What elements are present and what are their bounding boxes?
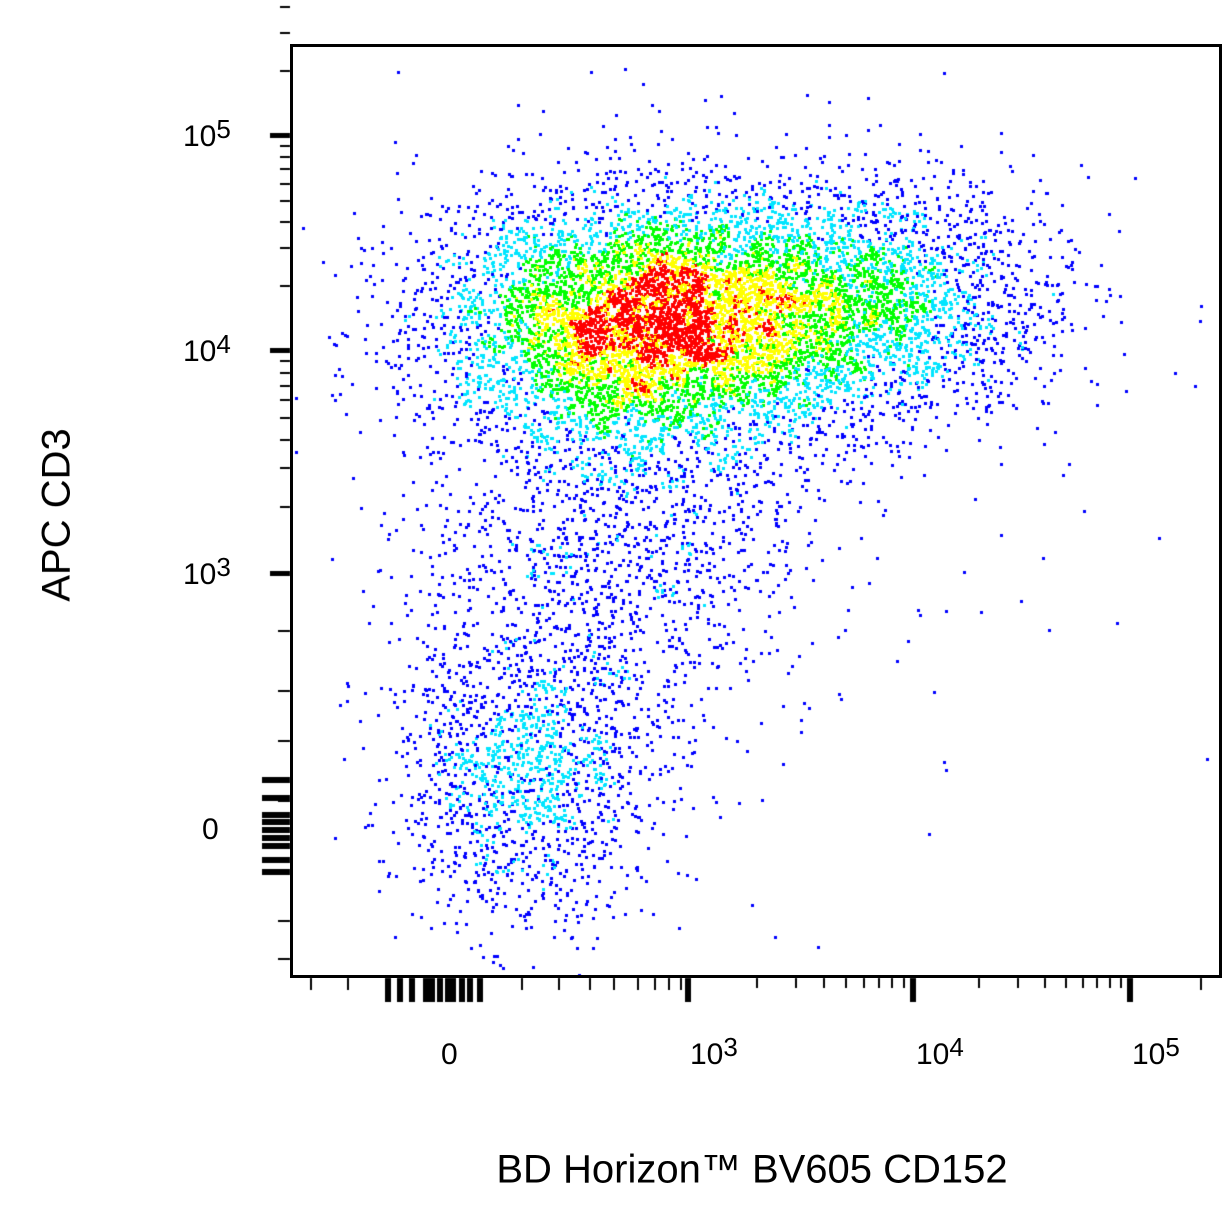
x-tick-label-1e5: 105	[1132, 1032, 1180, 1071]
x-tick-label-0: 0	[441, 1038, 458, 1071]
x-tick-label-1e3: 103	[690, 1032, 738, 1071]
x-axis-label: BD Horizon™ BV605 CD152	[496, 1147, 1008, 1192]
y-axis-label: APC CD3	[34, 428, 79, 602]
y-tick-label-0: 0	[202, 813, 219, 846]
y-tick-label-1e4: 104	[183, 329, 231, 368]
y-tick-label-1e5: 105	[183, 114, 231, 153]
x-tick-label-1e4: 104	[916, 1032, 964, 1071]
y-tick-label-1e3: 103	[183, 552, 231, 591]
